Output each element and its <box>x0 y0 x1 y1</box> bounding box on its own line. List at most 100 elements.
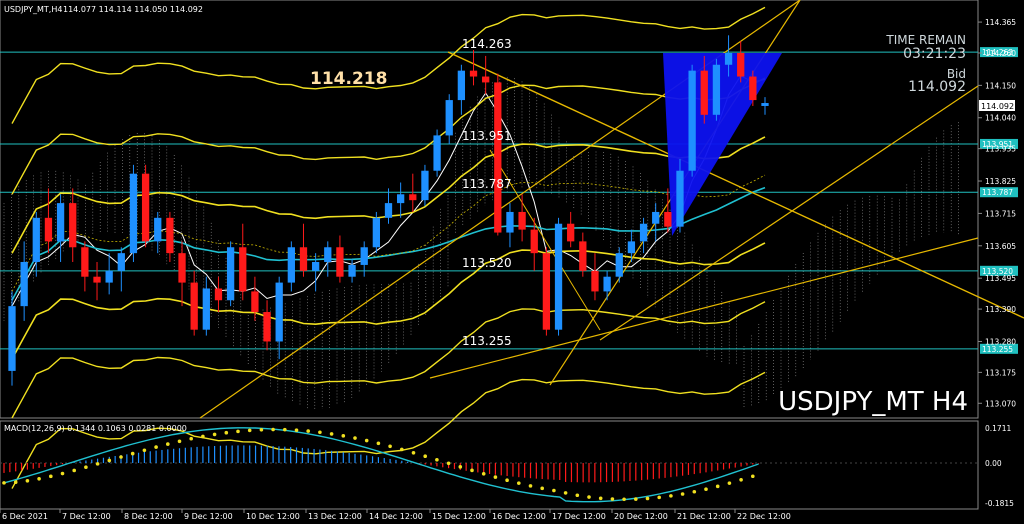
price-tick-label: 113.495 <box>985 274 1016 283</box>
candle-up <box>202 288 210 330</box>
macd-signal-dot <box>692 489 697 494</box>
macd-signal-dot <box>259 427 264 432</box>
macd-signal-dot <box>283 427 287 432</box>
macd-signal-dot <box>435 457 439 462</box>
macd-signal-dot <box>587 495 591 499</box>
candle-down <box>44 217 53 242</box>
ohlc-header: 114.077 114.114 114.050 114.092 <box>63 5 203 14</box>
macd-signal-dot <box>505 478 509 483</box>
macd-signal-dot <box>119 455 123 459</box>
candle-up <box>615 253 623 277</box>
level-tag-bg <box>980 138 1018 149</box>
candle-down <box>749 76 757 101</box>
macd-signal-dot <box>306 429 311 433</box>
level-tag: 113.787 <box>982 188 1013 197</box>
macd-tick-label: -0.1815 <box>985 499 1014 508</box>
macd-signal-dot <box>60 471 65 476</box>
candle-down <box>664 211 672 227</box>
candle-up <box>724 52 733 65</box>
macd-signal-dot <box>201 434 205 439</box>
price-tick-label: 114.260 <box>985 49 1016 58</box>
time-tick-label: 14 Dec 12:00 <box>369 512 423 521</box>
macd-indicator: 0.1711 0.00 -0.1815 <box>0 424 1014 508</box>
macd-signal-dot <box>411 450 416 455</box>
macd-signal-dot <box>49 474 53 479</box>
macd-signal-dot <box>294 428 299 432</box>
time-tick-label: 22 Dec 12:00 <box>737 512 791 521</box>
candle-up <box>372 217 380 248</box>
candle-up <box>421 170 429 201</box>
candle-down <box>190 282 198 330</box>
price-tick-label: 113.390 <box>985 305 1016 314</box>
candle-up <box>32 217 40 262</box>
candle-down <box>700 70 708 115</box>
macd-signal-dot <box>236 429 240 434</box>
macd-signal-dot <box>13 480 18 484</box>
symbol-header: USDJPY_MT,H4 <box>4 5 62 14</box>
candle-down <box>567 223 575 242</box>
time-tick-label: 17 Dec 12:00 <box>552 512 606 521</box>
level-tag: 114.263 <box>982 48 1013 57</box>
macd-signal-dot <box>669 494 673 498</box>
macd-signal-dot <box>446 461 451 466</box>
time-tick-label: 6 Dec 2021 <box>2 512 48 521</box>
candle-down <box>81 247 89 277</box>
macd-signal-dot <box>364 438 369 443</box>
candle-up <box>457 70 466 101</box>
candle-up <box>56 203 65 242</box>
candle-up <box>275 282 283 342</box>
macd-signal-dot <box>37 476 41 481</box>
candle-up <box>324 247 332 262</box>
macd-signal-dot <box>376 441 381 446</box>
candle-up <box>360 247 368 265</box>
price-tick-label: 114.040 <box>985 114 1016 123</box>
macd-signal-dot <box>680 492 685 496</box>
macd-signal-dot <box>72 468 76 473</box>
macd-signal-dot <box>481 471 486 476</box>
macd-signal-dot <box>645 496 650 501</box>
macd-signal-dot <box>622 497 626 502</box>
candle-down <box>299 247 308 271</box>
candle-down <box>263 312 271 342</box>
candle-up <box>433 135 441 171</box>
time-tick-label: 21 Dec 12:00 <box>677 512 731 521</box>
macd-signal-dot <box>177 439 182 444</box>
candle-up <box>652 211 660 224</box>
macd-signal-dot <box>95 462 100 466</box>
candle-down <box>469 70 478 77</box>
macd-signal-dot <box>107 458 112 463</box>
chart-watermark: USDJPY_MT H4 <box>778 387 968 417</box>
macd-signal-dot <box>598 496 603 501</box>
price-tick-label: 113.175 <box>985 368 1016 377</box>
indicator-lines <box>11 6 766 489</box>
macd-signal-dot <box>563 491 568 495</box>
macd-signal-dot <box>715 484 720 489</box>
macd-signal-dot <box>517 481 521 485</box>
level-tag: 113.255 <box>982 345 1013 354</box>
current-price-tag-bg <box>979 100 1015 111</box>
candle-down <box>494 82 502 233</box>
candle-up <box>226 247 235 301</box>
candle-down <box>482 76 490 83</box>
price-tick-label: 114.365 <box>985 18 1016 27</box>
time-tick-label: 8 Dec 12:00 <box>124 512 173 521</box>
candle-down <box>336 247 344 277</box>
macd-signal-dot <box>493 475 498 479</box>
level-label: 113.951 <box>462 129 512 143</box>
time-axis: 6 Dec 2021 7 Dec 12:00 8 Dec 12:00 9 Dec 12… <box>0 509 791 521</box>
time-remain-value: 03:21:23 <box>903 46 966 62</box>
candle-up <box>384 203 393 218</box>
macd-signal-dot <box>657 495 661 500</box>
macd-signal-dot <box>400 447 404 452</box>
band-line <box>11 301 766 419</box>
ma-slow-line <box>11 186 766 301</box>
price-tick-label: 113.605 <box>985 242 1016 251</box>
candle-down <box>591 270 599 292</box>
candle-up <box>554 223 563 330</box>
macd-tick-label: 0.1711 <box>985 424 1011 433</box>
candle-up <box>287 247 295 283</box>
candle-up <box>603 276 611 292</box>
price-tick-label: 114.150 <box>985 81 1016 90</box>
candle-down <box>178 253 186 283</box>
